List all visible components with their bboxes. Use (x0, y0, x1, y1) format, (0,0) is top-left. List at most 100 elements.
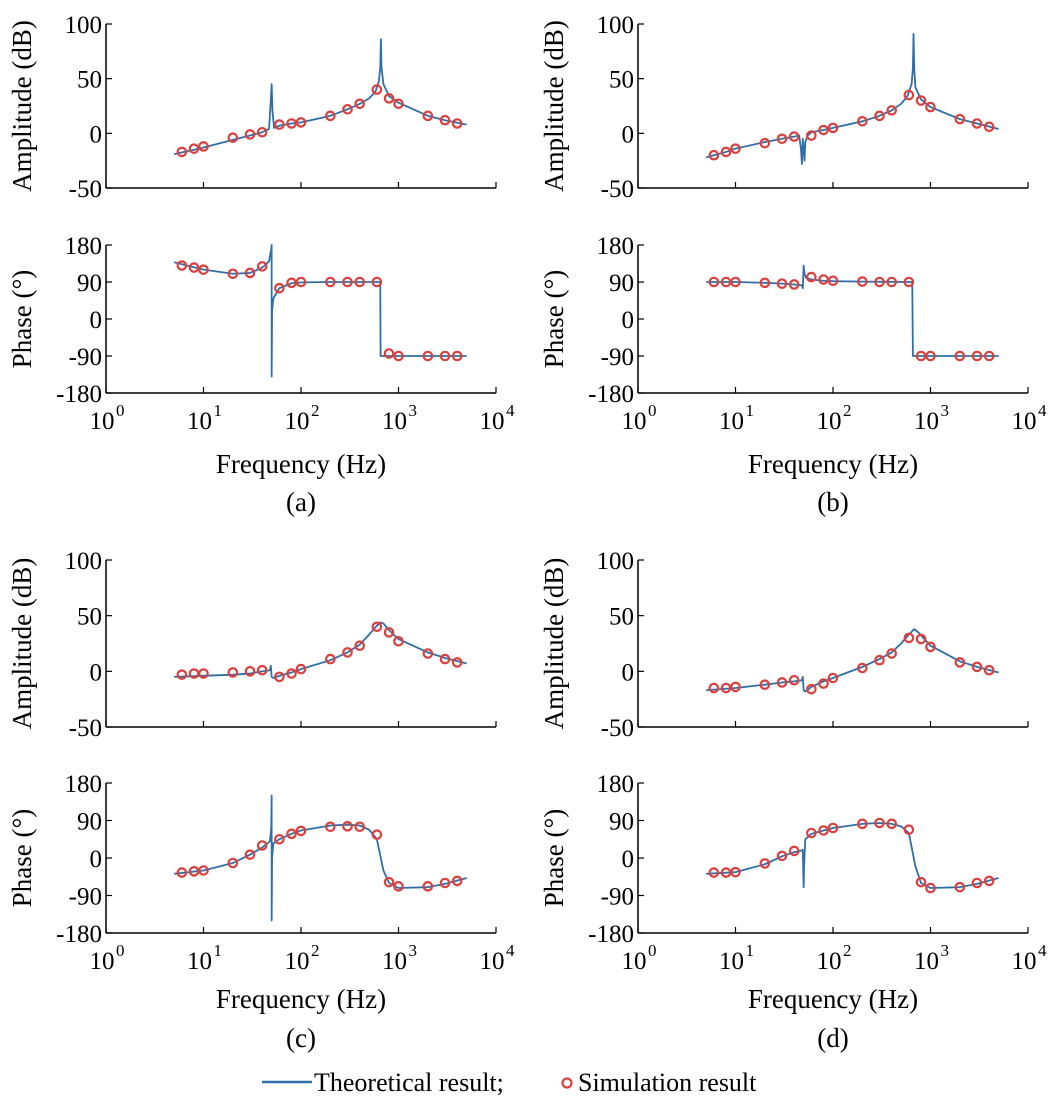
x-tick-exponent: 2 (311, 401, 320, 420)
panel-label: (a) (286, 487, 316, 517)
phase-y-tick-label: 180 (597, 233, 635, 260)
phase-sim-point (198, 264, 209, 275)
amplitude-sim-point (730, 143, 741, 154)
amplitude-sim-point (925, 641, 936, 653)
phase-theory-line (706, 822, 999, 889)
phase-sim-point (708, 276, 720, 288)
amplitude-sim-point (818, 124, 829, 136)
amplitude-sim-point (393, 635, 404, 647)
x-label: Frequency (Hz) (216, 449, 386, 479)
phase-y-tick-label: 90 (77, 270, 102, 297)
panel-label: (b) (817, 487, 848, 517)
amplitude-sim-point (759, 679, 771, 690)
amplitude-sim-point (227, 132, 239, 144)
amplitude-y-tick-label: 0 (622, 121, 635, 148)
x-tick-label: 10 (914, 408, 939, 435)
phase-y-tick-label: -90 (601, 884, 634, 911)
amplitude-sim-point (886, 105, 897, 116)
amplitude-y-tick-label: 100 (65, 548, 103, 575)
phase-sim-point (983, 875, 995, 887)
amplitude-sim-point (256, 126, 268, 138)
phase-sim-point (227, 857, 239, 869)
phase-sim-point (954, 881, 966, 893)
phase-sim-point (915, 876, 927, 888)
x-tick-label: 10 (187, 948, 212, 975)
phase-sim-point (925, 882, 936, 894)
phase-sim-point (422, 881, 434, 892)
amplitude-theory-line (706, 628, 999, 693)
amplitude-sim-point (776, 133, 788, 145)
x-tick-exponent: 1 (746, 401, 755, 420)
phase-sim-point (759, 858, 771, 869)
phase-sim-point (393, 881, 404, 892)
phase-sim-point (325, 276, 336, 288)
phase-sim-point (818, 825, 829, 836)
amplitude-y-tick-label: 0 (90, 121, 103, 148)
amplitude-sim-point (422, 648, 434, 659)
amplitude-sim-point (983, 664, 995, 676)
amplitude-y-tick-label: -50 (601, 176, 634, 203)
phase-y-label: Phase (°) (539, 270, 569, 369)
phase-y-tick-label: -180 (588, 381, 634, 408)
phase-sim-point (393, 350, 404, 362)
phase-sim-point (274, 833, 285, 845)
amplitude-sim-point (342, 647, 353, 658)
amplitude-sim-point (857, 116, 868, 127)
amplitude-sim-point (788, 674, 800, 686)
amplitude-subplot: 100 50 0 -50 Amplitude (dB) (7, 548, 497, 742)
amplitude-subplot: 100 50 0 -50 Amplitude (dB) (7, 12, 497, 203)
amplitude-y-tick-label: 50 (609, 67, 634, 94)
phase-y-tick-label: 180 (65, 771, 103, 798)
amplitude-sim-point (198, 668, 209, 679)
phase-sim-point (227, 268, 239, 280)
phase-sim-point (759, 277, 771, 289)
phase-y-tick-label: 180 (65, 233, 103, 260)
amplitude-sim-point (295, 117, 307, 128)
x-tick-exponent: 3 (941, 401, 950, 420)
amplitude-y-label: Amplitude (dB) (539, 558, 569, 730)
phase-sim-point (730, 866, 741, 878)
phase-sim-point (383, 348, 395, 359)
amplitude-sim-point (176, 146, 188, 158)
phase-sim-point (776, 850, 788, 862)
x-tick-label: 10 (187, 408, 212, 435)
amplitude-sim-point (827, 122, 839, 134)
amplitude-sim-point (708, 682, 720, 694)
amplitude-sim-point (188, 143, 200, 154)
amplitude-sim-point (971, 661, 983, 673)
amplitude-y-label: Amplitude (dB) (539, 20, 569, 192)
x-tick-label: 10 (90, 408, 115, 435)
amplitude-sim-point (227, 667, 239, 678)
phase-sim-point (383, 876, 395, 888)
amplitude-y-tick-label: -50 (69, 176, 102, 203)
amplitude-sim-point (286, 118, 297, 129)
phase-sim-point (354, 821, 365, 833)
phase-sim-point (176, 260, 188, 271)
amplitude-sim-point (954, 657, 966, 668)
phase-sim-point (198, 865, 209, 876)
x-label: Frequency (Hz) (748, 984, 918, 1014)
phase-sim-point (874, 817, 885, 829)
phase-sim-point (788, 279, 800, 290)
x-tick-label: 10 (480, 408, 505, 435)
phase-y-label: Phase (°) (7, 270, 37, 369)
phase-sim-point (451, 875, 463, 887)
amplitude-sim-point (354, 640, 365, 652)
amplitude-sim-point (325, 653, 336, 665)
phase-sim-point (286, 277, 297, 289)
amplitude-sim-point (874, 110, 885, 122)
phase-subplot: 180 90 0 -90 -180 Phase (°) (539, 771, 1029, 948)
phase-sim-point (776, 278, 788, 289)
phase-y-tick-label: 90 (609, 809, 634, 836)
x-tick-label: 10 (382, 948, 407, 975)
legend-label-simulation: Simulation result (578, 1068, 757, 1097)
phase-sim-point (788, 845, 800, 857)
amplitude-sim-point (776, 677, 788, 688)
phase-sim-point (295, 276, 307, 288)
amplitude-theory-line (174, 621, 467, 679)
phase-y-tick-label: 90 (609, 270, 634, 297)
phase-y-tick-label: -180 (588, 921, 634, 948)
